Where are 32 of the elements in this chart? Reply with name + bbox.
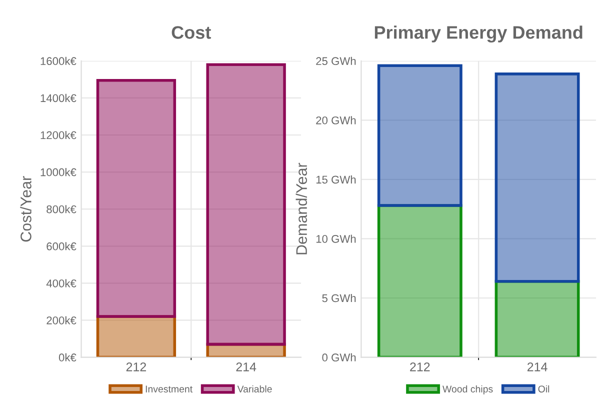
bar bbox=[494, 72, 580, 283]
bar bbox=[96, 315, 176, 358]
chart-title: Cost bbox=[172, 26, 211, 39]
x-tick-label: 212 bbox=[126, 362, 146, 372]
y-tick-label: 800k€ bbox=[46, 205, 76, 214]
y-tick-label: 1400k€ bbox=[40, 94, 76, 102]
legend-label: Investment bbox=[146, 386, 193, 392]
y-tick-label: 0 GWh bbox=[322, 353, 356, 362]
y-tick-label: 1200k€ bbox=[40, 130, 76, 140]
y-axis-title: Cost/Year bbox=[20, 176, 32, 242]
y-tick-label: 600k€ bbox=[46, 242, 76, 250]
x-tick-label: 214 bbox=[527, 362, 548, 372]
y-tick-label: 1600k€ bbox=[40, 56, 76, 66]
y-tick-label: 20 GWh bbox=[316, 116, 356, 124]
x-tick-label: 214 bbox=[236, 362, 256, 372]
x-tick-label: 212 bbox=[410, 362, 430, 372]
y-tick-label: 5 GWh bbox=[322, 294, 356, 302]
y-tick-label: 15 GWh bbox=[316, 175, 356, 184]
y-tick-label: 25 GWh bbox=[316, 56, 356, 66]
y-axis-title: Demand/Year bbox=[296, 162, 308, 254]
bar bbox=[377, 64, 462, 207]
y-tick-label: 400k€ bbox=[46, 279, 76, 288]
y-tick-label: 0k€ bbox=[58, 353, 76, 362]
y-tick-label: 200k€ bbox=[46, 316, 76, 324]
y-tick-label: 10 GWh bbox=[316, 234, 356, 243]
legend-label: Variable bbox=[237, 385, 272, 392]
bar bbox=[494, 280, 580, 358]
legend-label: Wood chips bbox=[442, 385, 493, 394]
bar bbox=[377, 204, 462, 358]
chart-title: Primary Energy Demand bbox=[374, 26, 582, 43]
legend-label: Oil bbox=[538, 385, 550, 392]
y-tick-label: 1000k€ bbox=[40, 168, 76, 176]
